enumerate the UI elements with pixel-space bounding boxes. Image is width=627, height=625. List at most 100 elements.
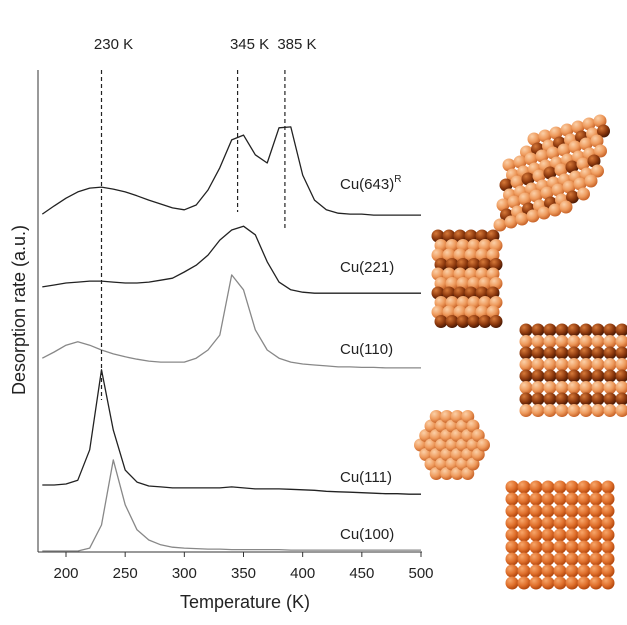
atom (602, 481, 615, 494)
atom (590, 565, 603, 578)
atom (506, 529, 519, 542)
series-label: Cu(643)R (340, 174, 401, 193)
atom (568, 381, 581, 394)
atom (556, 324, 569, 337)
atom (566, 553, 579, 566)
x-tick-label: 500 (408, 565, 433, 582)
atom (568, 404, 581, 417)
atom (542, 577, 555, 590)
atom (532, 358, 545, 371)
atom (530, 553, 543, 566)
spectrum-line (42, 127, 421, 215)
atom (592, 347, 605, 360)
x-tick-label: 250 (113, 565, 138, 582)
atom (602, 517, 615, 530)
atom (554, 529, 567, 542)
atom (532, 404, 545, 417)
atom (520, 393, 533, 406)
atom (520, 324, 533, 337)
atom (527, 210, 540, 223)
series-name: Cu(111) (340, 469, 392, 486)
series-label: Cu(111) (340, 469, 392, 486)
atom (554, 481, 567, 494)
atom (602, 577, 615, 590)
atom (578, 529, 591, 542)
atom (616, 358, 627, 371)
atom (556, 404, 569, 417)
atom (616, 324, 627, 337)
atom (518, 481, 531, 494)
atom (542, 481, 555, 494)
atom (520, 335, 533, 348)
atom (616, 393, 627, 406)
atom (602, 565, 615, 578)
atom (518, 565, 531, 578)
atom (566, 577, 579, 590)
atom (544, 404, 557, 417)
atom (590, 517, 603, 530)
atom (592, 358, 605, 371)
atom (580, 358, 593, 371)
atom (542, 493, 555, 506)
atom (554, 565, 567, 578)
atom (544, 381, 557, 394)
atom (616, 404, 627, 417)
atom (616, 347, 627, 360)
x-tick-label: 300 (172, 565, 197, 582)
series-name: Cu(100) (340, 526, 394, 543)
series-label: Cu(110) (340, 341, 393, 358)
atom (602, 493, 615, 506)
atom (602, 541, 615, 554)
atom (566, 505, 579, 518)
atom (506, 505, 519, 518)
atom (590, 577, 603, 590)
atom (580, 324, 593, 337)
atom (568, 358, 581, 371)
atom (604, 393, 617, 406)
atom (602, 529, 615, 542)
series-name: Cu(643) (340, 176, 394, 193)
atom (542, 517, 555, 530)
atom (520, 358, 533, 371)
atom (518, 553, 531, 566)
atom (578, 481, 591, 494)
atom (604, 358, 617, 371)
atom (518, 505, 531, 518)
atom (592, 393, 605, 406)
atom (590, 481, 603, 494)
atom (542, 529, 555, 542)
atom (592, 370, 605, 383)
atom (616, 335, 627, 348)
atom (566, 517, 579, 530)
atom (580, 335, 593, 348)
atom (585, 175, 598, 188)
atom (542, 505, 555, 518)
atom (530, 505, 543, 518)
x-tick-label: 450 (349, 565, 374, 582)
atom (532, 370, 545, 383)
atom (544, 393, 557, 406)
y-axis-label: Desorption rate (a.u.) (9, 225, 29, 395)
atom (592, 404, 605, 417)
atom (578, 541, 591, 554)
atom (580, 370, 593, 383)
chart: Temperature (K) Desorption rate (a.u.) 2… (0, 0, 627, 625)
atom (532, 347, 545, 360)
atom (578, 517, 591, 530)
atom (566, 565, 579, 578)
atom (554, 493, 567, 506)
atom (556, 381, 569, 394)
atom (602, 553, 615, 566)
atom (554, 541, 567, 554)
atom (616, 370, 627, 383)
annotation: 345 K (230, 36, 269, 53)
atom (542, 541, 555, 554)
atom (604, 370, 617, 383)
atom (568, 370, 581, 383)
atom (506, 553, 519, 566)
atom (532, 381, 545, 394)
atom (520, 370, 533, 383)
atom (592, 381, 605, 394)
atom (530, 481, 543, 494)
atom (602, 505, 615, 518)
